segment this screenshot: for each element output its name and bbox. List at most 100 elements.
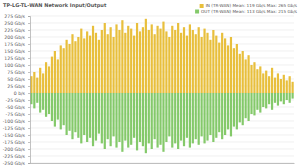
y-tick-label: 150 Gb/s bbox=[4, 49, 25, 54]
bar bbox=[156, 93, 158, 148]
bar bbox=[148, 30, 150, 93]
bar bbox=[280, 93, 282, 101]
bar bbox=[230, 37, 232, 93]
y-tick: 50 Gb/s bbox=[7, 77, 30, 82]
bar bbox=[227, 93, 229, 129]
bar bbox=[60, 93, 62, 129]
bar bbox=[206, 93, 208, 141]
bar bbox=[271, 68, 273, 93]
y-tick-mark bbox=[28, 23, 30, 24]
y-tick-label: -250 Gb/s bbox=[3, 161, 26, 166]
bar bbox=[159, 93, 161, 145]
title: TP-LG-TL-WAN Network Input/Output bbox=[3, 2, 107, 9]
bar bbox=[201, 37, 203, 93]
y-tick-mark bbox=[28, 79, 30, 80]
y-tick: -100 Gb/s bbox=[3, 119, 30, 124]
bar bbox=[33, 93, 35, 108]
bar bbox=[156, 26, 158, 93]
bar bbox=[203, 29, 205, 93]
bar bbox=[115, 93, 117, 148]
bar bbox=[171, 93, 173, 148]
bar bbox=[277, 93, 279, 106]
bar bbox=[159, 29, 161, 93]
y-tick-label: -100 Gb/s bbox=[3, 119, 26, 124]
bar bbox=[233, 48, 235, 93]
bar bbox=[101, 93, 103, 143]
y-tick: -25 Gb/s bbox=[6, 98, 30, 103]
bar bbox=[180, 33, 182, 93]
y-tick-mark bbox=[28, 100, 30, 101]
y-tick-label: 100 Gb/s bbox=[4, 63, 25, 68]
bar bbox=[112, 93, 114, 136]
bar bbox=[245, 59, 247, 93]
bar bbox=[145, 19, 147, 93]
plot: 275 Gb/s250 Gb/s225 Gb/s200 Gb/s175 Gb/s… bbox=[3, 14, 295, 166]
y-tick-label: 200 Gb/s bbox=[4, 35, 25, 40]
y-tick-label: 175 Gb/s bbox=[4, 42, 25, 47]
y-tick-mark bbox=[28, 149, 30, 150]
bar bbox=[262, 73, 264, 93]
y-tick-label: -200 Gb/s bbox=[3, 147, 26, 152]
y-tick-mark bbox=[28, 107, 30, 108]
legend-label: OUT (TR-WAN) Mean: 113 Gb/s Max: 215 Gb/… bbox=[201, 9, 297, 14]
bar bbox=[174, 93, 176, 143]
grid-line bbox=[30, 156, 294, 157]
bar bbox=[274, 78, 276, 93]
bar bbox=[215, 36, 217, 93]
bar bbox=[250, 65, 252, 93]
y-tick-label: -225 Gb/s bbox=[3, 154, 26, 159]
bar bbox=[124, 93, 126, 141]
bar bbox=[224, 93, 226, 135]
y-tick-mark bbox=[28, 86, 30, 87]
y-tick-mark bbox=[28, 135, 30, 136]
bar bbox=[274, 93, 276, 103]
bar bbox=[107, 93, 109, 139]
bar bbox=[292, 93, 294, 99]
bar bbox=[271, 93, 273, 110]
bar bbox=[239, 93, 241, 122]
bar bbox=[250, 93, 252, 114]
bar bbox=[110, 93, 112, 146]
bar bbox=[77, 37, 79, 93]
bar bbox=[268, 93, 270, 104]
grid-line bbox=[30, 163, 294, 164]
bar bbox=[39, 68, 41, 93]
y-axis: 275 Gb/s250 Gb/s225 Gb/s200 Gb/s175 Gb/s… bbox=[3, 14, 31, 166]
bar bbox=[218, 93, 220, 132]
legend: IN (TR-WAN) Mean: 119 Gb/s Max: 265 Gb/s… bbox=[195, 3, 297, 14]
bar bbox=[227, 45, 229, 93]
bar bbox=[127, 93, 129, 148]
bar bbox=[98, 93, 100, 134]
bar bbox=[142, 27, 144, 93]
y-tick-label: -25 Gb/s bbox=[6, 98, 26, 103]
y-tick-mark bbox=[28, 58, 30, 59]
bar bbox=[83, 38, 85, 93]
y-tick: -150 Gb/s bbox=[3, 133, 30, 138]
bar bbox=[242, 93, 244, 125]
bar bbox=[95, 93, 97, 141]
bar bbox=[186, 36, 188, 93]
bar bbox=[139, 31, 141, 93]
bar bbox=[265, 71, 267, 93]
bar bbox=[215, 93, 217, 138]
bar bbox=[74, 93, 76, 132]
bar bbox=[57, 59, 59, 93]
bar bbox=[221, 93, 223, 139]
y-tick-label: 275 Gb/s bbox=[4, 14, 25, 19]
y-tick-label: 225 Gb/s bbox=[4, 28, 25, 33]
bar bbox=[151, 93, 153, 149]
bar bbox=[209, 40, 211, 93]
bar bbox=[66, 40, 68, 93]
bar bbox=[162, 22, 164, 93]
bar bbox=[286, 80, 288, 93]
bar bbox=[39, 93, 41, 113]
bar bbox=[68, 44, 70, 93]
bar bbox=[151, 24, 153, 93]
y-tick-mark bbox=[28, 163, 30, 164]
y-tick: -125 Gb/s bbox=[3, 126, 30, 131]
bar bbox=[277, 73, 279, 93]
y-tick: 150 Gb/s bbox=[4, 49, 30, 54]
bar bbox=[292, 82, 294, 93]
legend-swatch bbox=[200, 4, 204, 8]
bar bbox=[239, 54, 241, 93]
